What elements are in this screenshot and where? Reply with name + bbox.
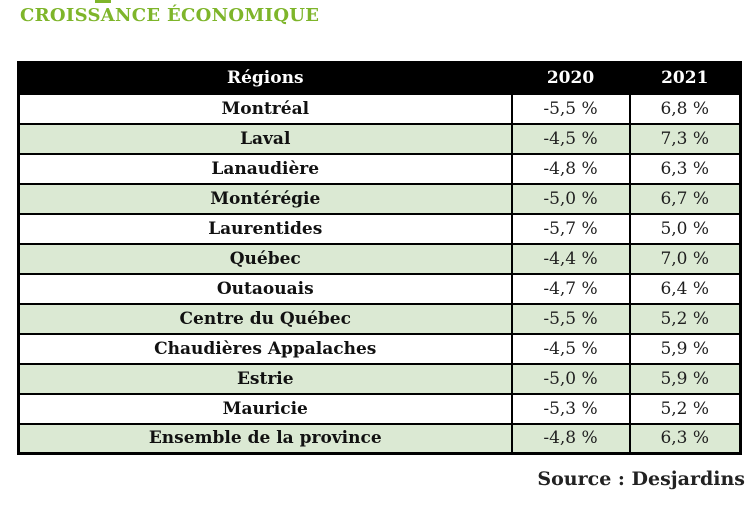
region-cell: Laurentides <box>17 212 513 245</box>
value-2020-cell: -5,5 % <box>510 302 631 335</box>
region-cell: Centre du Québec <box>17 302 513 335</box>
value-2021-cell: 6,4 % <box>628 272 742 305</box>
region-cell: Outaouais <box>17 272 513 305</box>
value-2021-cell: 5,2 % <box>628 392 742 425</box>
table-row: Outaouais -4,7 % 6,4 % <box>17 272 742 305</box>
table-row: Montréal -5,5 % 6,8 % <box>17 92 742 125</box>
value-2021-cell: 7,0 % <box>628 242 742 275</box>
value-2020-cell: -5,0 % <box>510 362 631 395</box>
value-2020-cell: -4,7 % <box>510 272 631 305</box>
value-2020-cell: -5,5 % <box>510 92 631 125</box>
region-cell: Lanaudière <box>17 152 513 185</box>
value-2020-cell: -4,8 % <box>510 422 631 455</box>
column-header-2021: 2021 <box>628 61 742 95</box>
table-row: Laval -4,5 % 7,3 % <box>17 122 742 155</box>
value-2021-cell: 6,3 % <box>628 152 742 185</box>
value-2021-cell: 5,9 % <box>628 362 742 395</box>
table-row: Ensemble de la province -4,8 % 6,3 % <box>17 422 742 455</box>
region-cell: Ensemble de la province <box>17 422 513 455</box>
table-row: Chaudières Appalaches -4,5 % 5,9 % <box>17 332 742 365</box>
table-row: Montérégie -5,0 % 6,7 % <box>17 182 742 215</box>
value-2020-cell: -4,4 % <box>510 242 631 275</box>
clipped-text-artifact <box>95 0 111 3</box>
region-cell: Chaudières Appalaches <box>17 332 513 365</box>
region-cell: Montérégie <box>17 182 513 215</box>
table-row: Estrie -5,0 % 5,9 % <box>17 362 742 395</box>
table-row: Québec -4,4 % 7,0 % <box>17 242 742 275</box>
value-2021-cell: 5,2 % <box>628 302 742 335</box>
region-cell: Québec <box>17 242 513 275</box>
value-2021-cell: 6,3 % <box>628 422 742 455</box>
value-2021-cell: 5,0 % <box>628 212 742 245</box>
value-2020-cell: -5,0 % <box>510 182 631 215</box>
value-2020-cell: -5,7 % <box>510 212 631 245</box>
value-2021-cell: 5,9 % <box>628 332 742 365</box>
region-cell: Laval <box>17 122 513 155</box>
region-cell: Mauricie <box>17 392 513 425</box>
table-row: Lanaudière -4,8 % 6,3 % <box>17 152 742 185</box>
value-2021-cell: 6,7 % <box>628 182 742 215</box>
value-2021-cell: 6,8 % <box>628 92 742 125</box>
column-header-regions: Régions <box>17 61 513 95</box>
table-row: Laurentides -5,7 % 5,0 % <box>17 212 742 245</box>
economic-growth-table: Régions 2020 2021 Montréal -5,5 % 6,8 % Lav… <box>17 61 742 455</box>
table-body: Montréal -5,5 % 6,8 % Laval -4,5 % 7,3 % Lanau… <box>17 92 742 455</box>
table-header-row: Régions 2020 2021 <box>17 61 742 95</box>
region-cell: Estrie <box>17 362 513 395</box>
page-title: CROISSANCE ÉCONOMIQUE <box>20 5 320 26</box>
source-note: Source : Desjardins <box>537 468 745 490</box>
column-header-2020: 2020 <box>510 61 631 95</box>
value-2021-cell: 7,3 % <box>628 122 742 155</box>
table-row: Mauricie -5,3 % 5,2 % <box>17 392 742 425</box>
table-row: Centre du Québec -5,5 % 5,2 % <box>17 302 742 335</box>
value-2020-cell: -4,8 % <box>510 152 631 185</box>
value-2020-cell: -5,3 % <box>510 392 631 425</box>
value-2020-cell: -4,5 % <box>510 332 631 365</box>
value-2020-cell: -4,5 % <box>510 122 631 155</box>
region-cell: Montréal <box>17 92 513 125</box>
